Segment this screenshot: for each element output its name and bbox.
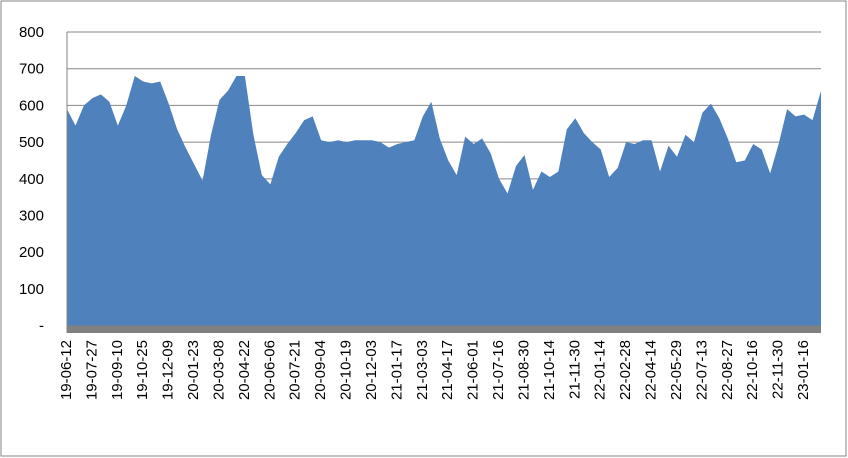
- x-tick-label: 20-10-19: [338, 340, 355, 400]
- x-tick-label: 19-09-10: [109, 340, 126, 400]
- y-tick-label: 300: [19, 208, 44, 225]
- x-tick-label: 20-03-08: [210, 340, 227, 400]
- x-tick-label: 22-10-16: [744, 340, 761, 400]
- y-tick-label: 500: [19, 134, 44, 151]
- x-tick-label: 20-09-04: [312, 340, 329, 400]
- x-tick-label: 19-12-09: [160, 340, 177, 400]
- y-tick-label: 800: [19, 24, 44, 41]
- area: [67, 76, 821, 326]
- x-tick-label: 20-07-21: [287, 340, 304, 400]
- area: [67, 325, 821, 333]
- x-tick-label: 21-04-17: [439, 340, 456, 400]
- x-tick-label: 19-06-12: [58, 340, 75, 400]
- x-tick-label: 19-07-27: [83, 340, 100, 400]
- x-tick-label: 23-01-16: [795, 340, 812, 400]
- x-tick-label: 21-01-17: [388, 340, 405, 400]
- x-tick-label: 21-11-30: [566, 340, 583, 399]
- x-tick-label: 22-08-27: [719, 340, 736, 400]
- x-tick-label: 22-02-28: [617, 340, 634, 400]
- y-tick-label: 600: [19, 97, 44, 114]
- y-tick-label: 700: [19, 61, 44, 78]
- x-tick-label: 22-07-13: [693, 340, 710, 400]
- y-tick-label: 100: [19, 281, 44, 298]
- y-tick-label: 200: [19, 244, 44, 261]
- x-tick-label: 20-04-22: [236, 340, 253, 400]
- x-tick-label: 21-03-03: [414, 340, 431, 400]
- x-tick-label: 20-12-03: [363, 340, 380, 400]
- x-tick-label: 21-06-01: [465, 340, 482, 400]
- x-tick-label: 22-05-29: [668, 340, 685, 400]
- x-tick-label: 21-10-14: [541, 340, 558, 400]
- x-tick-label: 22-11-30: [770, 340, 787, 399]
- x-tick-label: 22-04-14: [643, 340, 660, 400]
- x-tick-label: 19-10-25: [134, 340, 151, 400]
- x-tick-label: 20-01-23: [185, 340, 202, 400]
- y-tick-label: -: [39, 318, 44, 335]
- x-tick-label: 22-01-14: [592, 340, 609, 400]
- x-tick-label: 21-07-16: [490, 340, 507, 400]
- x-tick-label: 20-06-06: [261, 340, 278, 400]
- x-tick-label: 21-08-30: [515, 340, 532, 400]
- y-tick-label: 400: [19, 171, 44, 188]
